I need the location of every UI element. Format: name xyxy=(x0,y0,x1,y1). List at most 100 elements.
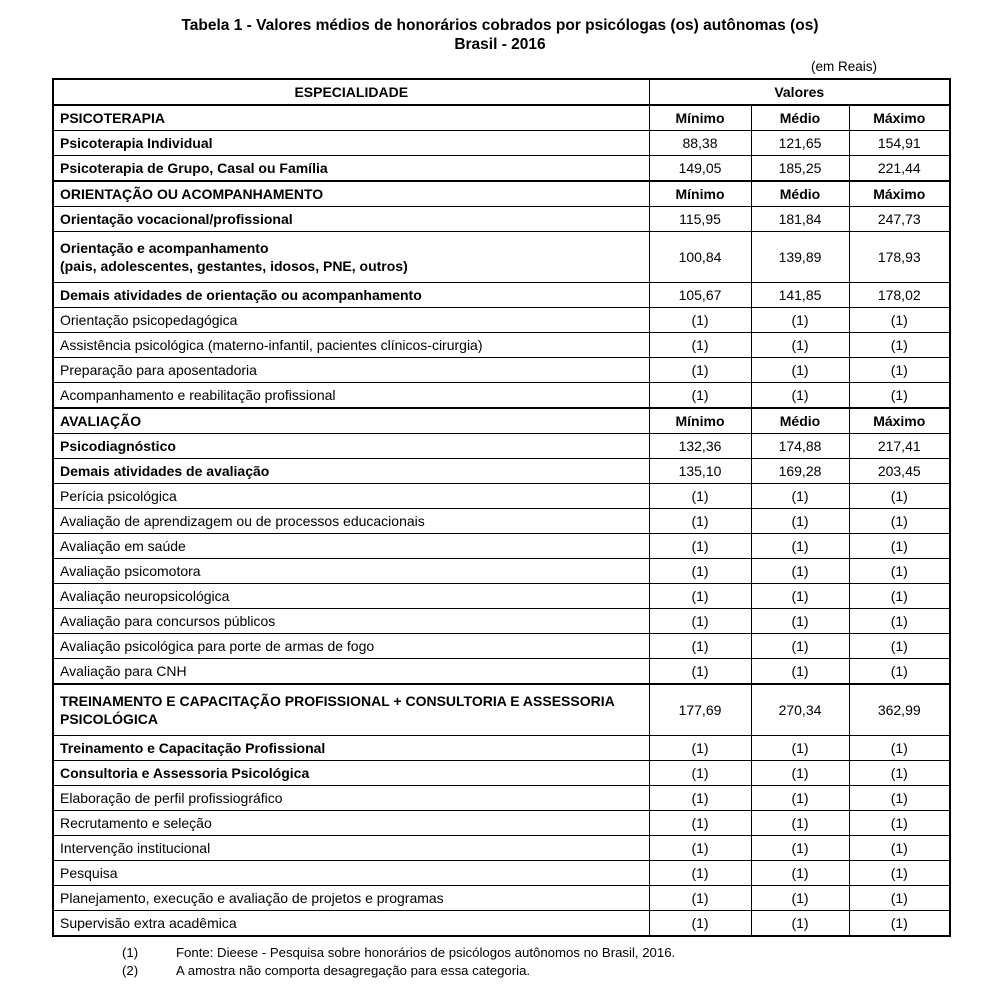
specialty-label: ORIENTAÇÃO OU ACOMPANHAMENTO xyxy=(60,186,324,202)
table-row: Assistência psicológica (materno-infanti… xyxy=(52,332,951,358)
valores-header-cell: Valores xyxy=(648,78,951,106)
med-value-cell: (1) xyxy=(750,357,850,383)
specialty-label: Psicoterapia Individual xyxy=(60,135,213,151)
specialty-label: Acompanhamento e reabilitação profission… xyxy=(60,387,336,403)
med-value-cell: (1) xyxy=(750,910,850,937)
table-row: Avaliação psicológica para porte de arma… xyxy=(52,633,951,659)
specialty-cell: Orientação e acompanhamento (pais, adoles… xyxy=(52,231,650,283)
specialty-cell: Acompanhamento e reabilitação profission… xyxy=(52,382,650,409)
table-row: Orientação vocacional/profissional 115,9… xyxy=(52,206,951,232)
med-value-cell: (1) xyxy=(750,735,850,761)
max-value-cell: (1) xyxy=(848,885,951,911)
specialty-cell: Preparação para aposentadoria xyxy=(52,357,650,383)
min-value-cell: 88,38 xyxy=(648,130,752,156)
med-value-cell: (1) xyxy=(750,658,850,685)
min-value-cell: (1) xyxy=(648,885,752,911)
footnote-1-marker: (1) xyxy=(122,945,139,960)
table-row: Psicoterapia de Grupo, Casal ou Família … xyxy=(52,155,951,182)
min-value-cell: (1) xyxy=(648,760,752,786)
max-value-cell: Máximo xyxy=(848,407,951,434)
specialty-cell: AVALIAÇÃO xyxy=(52,407,650,434)
specialty-label: Orientação e acompanhamento xyxy=(60,240,269,256)
specialty-label: Demais atividades de orientação ou acomp… xyxy=(60,287,422,303)
specialty-label: Supervisão extra acadêmica xyxy=(60,915,237,931)
min-value-cell: 177,69 xyxy=(648,683,752,736)
table-row: Perícia psicológica (1) (1) (1) xyxy=(52,483,951,509)
table-row: Psicodiagnóstico 132,36 174,88 217,41 xyxy=(52,433,951,459)
specialty-cell: Planejamento, execução e avaliação de pr… xyxy=(52,885,650,911)
min-value-cell: 105,67 xyxy=(648,282,752,308)
min-value-cell: (1) xyxy=(648,382,752,409)
min-value-cell: Mínimo xyxy=(648,180,752,207)
max-value-cell: 203,45 xyxy=(848,458,951,484)
footnotes: (1) Fonte: Dieese - Pesquisa sobre honorá… xyxy=(122,944,675,979)
specialty-cell: Elaboração de perfil profissiográfico xyxy=(52,785,650,811)
specialty-label: TREINAMENTO E CAPACITAÇÃO PROFISSIONAL +… xyxy=(60,693,615,709)
med-value-cell: Médio xyxy=(750,104,850,131)
specialty-cell: TREINAMENTO E CAPACITAÇÃO PROFISSIONAL +… xyxy=(52,683,650,736)
table-row: TREINAMENTO E CAPACITAÇÃO PROFISSIONAL +… xyxy=(52,683,951,736)
table-row: Avaliação para concursos públicos (1) (1… xyxy=(52,608,951,634)
max-value-cell: (1) xyxy=(848,533,951,559)
max-value-cell: Máximo xyxy=(848,104,951,131)
med-value-cell: 139,89 xyxy=(750,231,850,283)
table-row: Intervenção institucional (1) (1) (1) xyxy=(52,835,951,861)
med-value-cell: (1) xyxy=(750,307,850,333)
specialty-cell: Demais atividades de avaliação xyxy=(52,458,650,484)
specialty-cell: Treinamento e Capacitação Profissional xyxy=(52,735,650,761)
med-value-cell: (1) xyxy=(750,835,850,861)
unit-note: (em Reais) xyxy=(810,59,877,74)
specialty-cell: Psicodiagnóstico xyxy=(52,433,650,459)
specialty-label: Avaliação de aprendizagem ou de processo… xyxy=(60,513,425,529)
table-row: Elaboração de perfil profissiográfico (1… xyxy=(52,785,951,811)
min-value-cell: (1) xyxy=(648,860,752,886)
specialty-cell: Avaliação psicomotora xyxy=(52,558,650,584)
med-value-cell: 174,88 xyxy=(750,433,850,459)
min-value-cell: 149,05 xyxy=(648,155,752,182)
max-value-cell: (1) xyxy=(848,860,951,886)
table-row: ORIENTAÇÃO OU ACOMPANHAMENTO Mínimo Médi… xyxy=(52,180,951,207)
med-value-cell: 121,65 xyxy=(750,130,850,156)
specialty-label: Demais atividades de avaliação xyxy=(60,463,270,479)
min-value-cell: (1) xyxy=(648,608,752,634)
specialty-cell: Avaliação neuropsicológica xyxy=(52,583,650,609)
min-value-cell: Mínimo xyxy=(648,104,752,131)
max-value-cell: 221,44 xyxy=(848,155,951,182)
table-row: Avaliação neuropsicológica (1) (1) (1) xyxy=(52,583,951,609)
specialty-label: Pesquisa xyxy=(60,865,118,881)
footnote-2-text: A amostra não comporta desagregação para… xyxy=(176,962,531,978)
column-header-row: ESPECIALIDADE Valores xyxy=(52,78,951,106)
specialty-label: Intervenção institucional xyxy=(60,840,211,856)
max-value-cell: (1) xyxy=(848,810,951,836)
max-value-cell: 178,02 xyxy=(848,282,951,308)
med-value-cell: (1) xyxy=(750,583,850,609)
med-value-cell: 181,84 xyxy=(750,206,850,232)
min-value-cell: (1) xyxy=(648,735,752,761)
max-value-cell: (1) xyxy=(848,633,951,659)
footnote-1-text: Fonte: Dieese - Pesquisa sobre honorário… xyxy=(176,945,676,960)
max-value-cell: (1) xyxy=(848,835,951,861)
specialty-label: Avaliação neuropsicológica xyxy=(60,588,230,604)
med-value-cell: (1) xyxy=(750,533,850,559)
max-value-cell: (1) xyxy=(848,760,951,786)
max-value-cell: (1) xyxy=(848,910,951,937)
med-value-cell: (1) xyxy=(750,633,850,659)
table-row: Avaliação psicomotora (1) (1) (1) xyxy=(52,558,951,584)
specialty-cell: ORIENTAÇÃO OU ACOMPANHAMENTO xyxy=(52,180,650,207)
specialty-cell: Psicoterapia Individual xyxy=(52,130,650,156)
table-row: Psicoterapia Individual 88,38 121,65 154… xyxy=(52,130,951,156)
min-value-cell: (1) xyxy=(648,533,752,559)
specialty-cell: Orientação psicopedagógica xyxy=(52,307,650,333)
specialty-label-line2: PSICOLÓGICA xyxy=(60,711,159,727)
table-row: Avaliação em saúde (1) (1) (1) xyxy=(52,533,951,559)
specialty-cell: Pesquisa xyxy=(52,860,650,886)
min-value-cell: (1) xyxy=(648,508,752,534)
specialty-cell: Consultoria e Assessoria Psicológica xyxy=(52,760,650,786)
table-row: AVALIAÇÃO Mínimo Médio Máximo xyxy=(52,407,951,434)
specialty-label: Preparação para aposentadoria xyxy=(60,362,257,378)
min-value-cell: (1) xyxy=(648,658,752,685)
med-value-cell: (1) xyxy=(750,382,850,409)
specialty-cell: Demais atividades de orientação ou acomp… xyxy=(52,282,650,308)
specialty-label: Avaliação em saúde xyxy=(60,538,186,554)
max-value-cell: (1) xyxy=(848,382,951,409)
